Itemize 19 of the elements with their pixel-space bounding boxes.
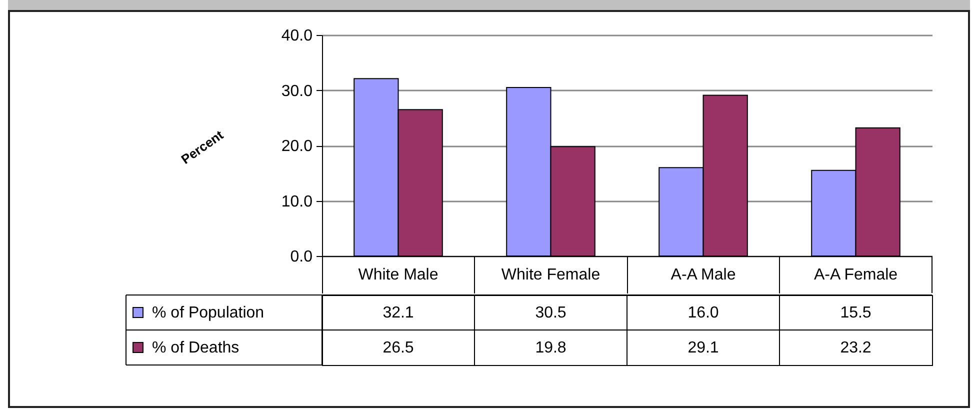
data-label: 32.1 bbox=[382, 304, 414, 322]
legend-label: % of Population bbox=[152, 304, 264, 322]
y-tick-label: 10.0 bbox=[281, 193, 313, 210]
data-label: 16.0 bbox=[688, 304, 719, 322]
x-tick-label: White Female bbox=[501, 266, 600, 284]
data-label: 26.5 bbox=[382, 340, 414, 356]
y-tick-label: 40.0 bbox=[281, 28, 313, 44]
data-label: 19.8 bbox=[535, 340, 566, 356]
data-label: 15.5 bbox=[840, 304, 872, 322]
y-tick-label: 0.0 bbox=[290, 248, 313, 266]
legend-label: % of Deaths bbox=[152, 340, 240, 356]
x-tick-label: White Male bbox=[358, 266, 438, 284]
data-label: 23.2 bbox=[840, 340, 872, 356]
y-tick-label: 30.0 bbox=[281, 82, 313, 100]
data-label: 30.5 bbox=[535, 304, 566, 322]
x-tick-label: A-A Male bbox=[670, 266, 736, 284]
y-tick-label: 20.0 bbox=[281, 138, 313, 155]
data-label: 29.1 bbox=[688, 340, 719, 356]
x-tick-label: A-A Female bbox=[814, 266, 898, 284]
